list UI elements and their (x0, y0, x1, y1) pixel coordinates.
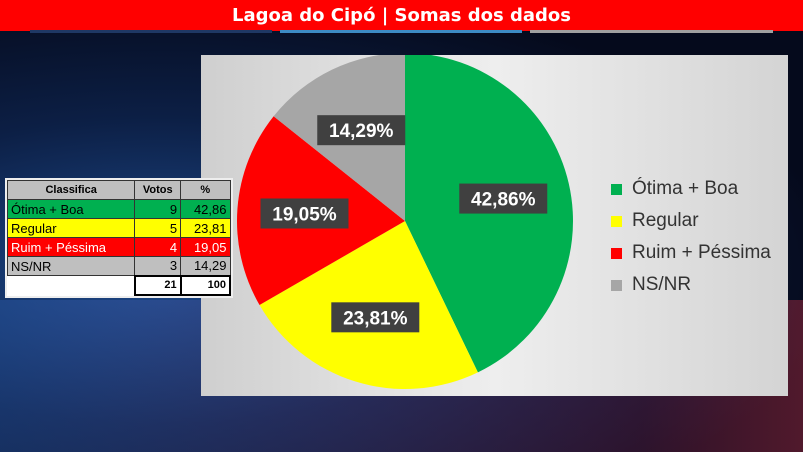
data-label-text: 19,05% (272, 204, 337, 225)
table-row: Ótima + Boa 9 42,86 (6, 199, 231, 219)
row-votes: 5 (134, 218, 182, 238)
legend-swatch (611, 183, 622, 195)
row-label: Regular (6, 218, 136, 238)
row-label: NS/NR (6, 256, 136, 276)
row-label: Ruim + Péssima (6, 237, 136, 257)
page-title: Lagoa do Cipó | Somas dos dados (0, 0, 803, 31)
empty-cell (7, 275, 136, 295)
legend-swatch (611, 279, 622, 291)
row-pct: 19,05 (180, 237, 231, 257)
row-label: Ótima + Boa (6, 199, 136, 219)
row-pct: 23,81 (180, 218, 231, 238)
legend-item: Ótima + Boa (611, 173, 771, 205)
data-label: 19,05% (260, 198, 349, 229)
pie-svg: 42,86% 23,81% 19,05% 14,29% (237, 55, 573, 389)
data-label: 14,29% (317, 115, 406, 146)
row-votes: 4 (134, 237, 182, 257)
table-row: Ruim + Péssima 4 19,05 (6, 237, 231, 257)
data-label: 42,86% (459, 183, 548, 214)
pie-slice (405, 55, 573, 373)
legend-label: Regular (632, 210, 699, 231)
legend: Ótima + Boa Regular Ruim + Péssima NS/NR (611, 173, 771, 301)
pie-chart: 42,86% 23,81% 19,05% 14,29% Ótima + Boa Regu… (201, 55, 788, 396)
data-label-text: 23,81% (343, 308, 408, 329)
legend-label: Ruim + Péssima (632, 242, 771, 263)
legend-item: Regular (611, 205, 771, 237)
legend-label: NS/NR (632, 274, 692, 295)
title-underline (30, 30, 272, 33)
legend-item: NS/NR (611, 269, 771, 301)
total-pct: 100 (179, 274, 232, 296)
row-votes: 9 (134, 199, 182, 219)
table-row: Regular 5 23,81 (6, 218, 231, 238)
total-votes: 21 (133, 274, 182, 296)
table-row: NS/NR 3 14,29 (6, 256, 231, 276)
row-pct: 42,86 (180, 199, 231, 219)
data-label-text: 14,29% (329, 121, 394, 142)
title-underline (280, 30, 522, 33)
header-pct: % (180, 180, 231, 200)
data-label-text: 42,86% (471, 190, 536, 211)
row-votes: 3 (134, 256, 182, 276)
data-table: Classifica Votos % Ótima + Boa 9 42,86 Regu… (5, 178, 233, 298)
row-pct: 14,29 (180, 256, 231, 276)
legend-swatch (611, 247, 622, 259)
legend-swatch (611, 215, 622, 227)
title-underline (530, 30, 773, 33)
legend-item: Ruim + Péssima (611, 237, 771, 269)
header-votos: Votos (134, 180, 182, 200)
data-label: 23,81% (331, 302, 420, 333)
total-row: 21 100 (7, 274, 232, 296)
header-classifica: Classifica (6, 180, 136, 200)
legend-label: Ótima + Boa (632, 178, 739, 199)
